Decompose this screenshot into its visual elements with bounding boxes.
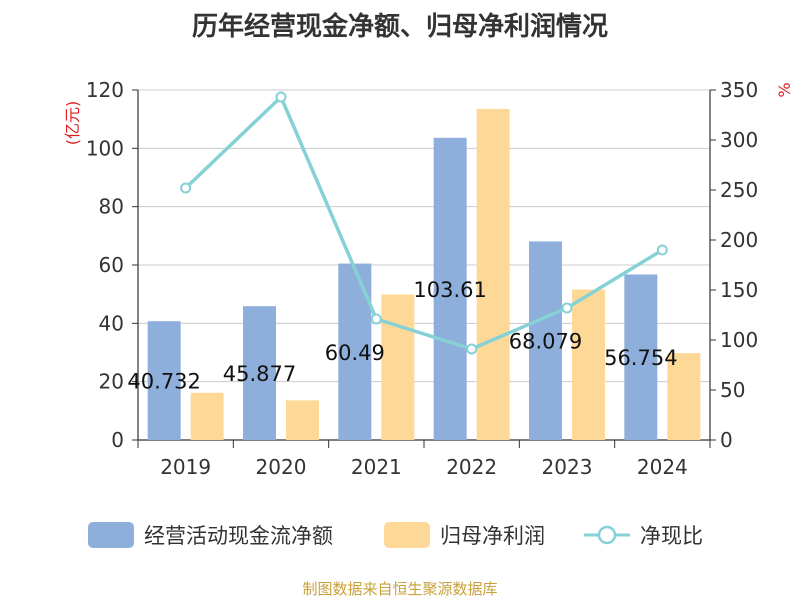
legend-operating-cash-flow-label: 经营活动现金流净额 [144,524,333,548]
bar-operating-cash-flow [624,274,658,440]
bar-net-profit [286,400,319,440]
y-right-tick-label: 300 [720,128,758,152]
x-tick-label: 2020 [256,455,307,479]
y-right-axis-title: % [775,82,794,97]
line-point [656,244,668,256]
y-left-axis-title: (亿元) [63,101,82,146]
legend-net-profit-swatch [384,522,430,548]
y-right-tick-label: 100 [720,328,758,352]
data-label: 60.49 [325,341,385,365]
y-left-tick-label: 120 [86,78,124,102]
x-tick-label: 2019 [160,455,211,479]
x-tick-label: 2021 [351,455,402,479]
y-left-tick-label: 20 [99,370,124,394]
line-series [180,91,668,355]
data-label: 45.877 [223,362,296,386]
x-tick-label: 2023 [542,455,593,479]
y-left-tick-label: 80 [99,195,124,219]
bar-operating-cash-flow [433,137,467,440]
bar-operating-cash-flow [243,306,276,440]
bar-net-profit [572,289,605,440]
y-right-tick-label: 200 [720,228,758,252]
legend: 经营活动现金流净额 归母净利润 净现比 [88,522,703,548]
legend-net-cash-ratio-marker [597,525,617,545]
line-point [370,313,382,325]
bar-net-profit [190,392,224,440]
y-right-tick-label: 350 [720,78,758,102]
line-point [466,343,478,355]
data-label: 103.61 [413,278,486,302]
axes: 0 20 40 60 80 100 120 0 50 100 150 200 250 300 350 (亿元)… [63,78,794,479]
bar-net-profit [667,353,701,440]
line-point [561,302,573,314]
legend-net-cash-ratio-label: 净现比 [640,524,703,548]
x-tick-label: 2022 [446,455,497,479]
line-net-cash-ratio [184,93,664,351]
line-point [180,182,192,194]
bar-net-profit [476,108,510,440]
source-note: 制图数据来自恒生聚源数据库 [302,580,498,598]
data-label: 56.754 [604,346,677,370]
chart-title: 历年经营现金净额、归母净利润情况 [191,12,608,42]
x-tick-label: 2024 [637,455,688,479]
y-right-tick-label: 0 [720,428,733,452]
bar-operating-cash-flow [147,321,181,440]
y-right-tick-label: 150 [720,278,758,302]
y-left-tick-label: 60 [99,253,124,277]
bar-net-profit [381,294,415,440]
y-right-tick-label: 50 [720,378,745,402]
data-label: 68.079 [509,330,582,354]
line-point [275,91,287,103]
y-left-tick-label: 40 [99,311,124,335]
grid-lines [138,89,710,383]
bars [147,108,701,440]
data-label: 40.732 [127,370,200,394]
y-left-tick-label: 100 [86,136,124,160]
bar-operating-cash-flow [529,241,562,440]
legend-net-profit-label: 归母净利润 [440,524,545,548]
legend-operating-cash-flow-swatch [88,522,134,548]
y-left-tick-label: 0 [111,428,124,452]
data-labels: 40.732 45.877 60.49 103.61 68.079 56.754 [127,278,677,394]
y-right-tick-label: 250 [720,178,758,202]
